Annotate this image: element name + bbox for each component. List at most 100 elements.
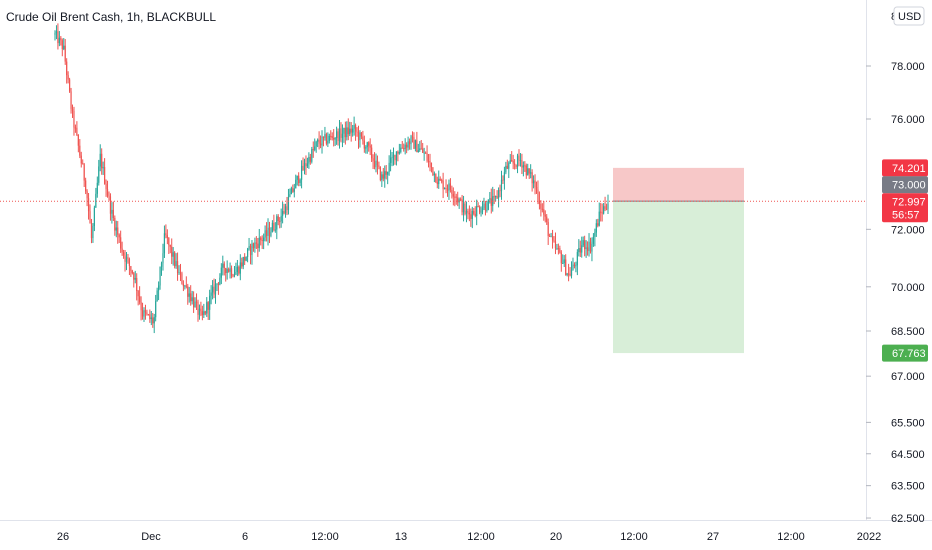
candle [98,166,100,183]
candle [257,243,259,249]
candle [104,167,106,184]
candle [181,273,183,284]
candle [366,142,368,148]
candle [480,211,482,213]
candle [273,222,275,230]
candle [280,215,282,222]
candle [365,147,367,149]
candle [182,283,185,287]
candle [378,165,380,167]
candle [303,163,306,171]
candle [391,157,393,159]
candle [381,174,383,180]
time-tick-label: 2022 [857,531,881,543]
candle [319,143,322,146]
candle [176,261,179,273]
candle [397,151,399,154]
candle [220,267,222,278]
candle [429,160,431,163]
candle [486,209,488,211]
candle [392,154,395,158]
time-tick-label: 13 [395,531,407,543]
candle [538,200,541,204]
candle [500,179,503,192]
price-axis[interactable]: 78.000 76.000 72.000 70.000 68.500 67.000 65.5… [866,61,925,525]
candle [74,127,77,129]
candle [600,211,602,213]
candle [60,37,62,41]
candle [331,136,333,138]
candle [239,262,241,274]
candle [82,163,84,165]
time-tick-label: Dec [141,531,161,543]
candle [544,214,546,217]
candle [433,173,435,176]
candle [439,178,441,181]
candle [70,91,72,109]
candle [509,160,511,164]
candle [184,285,186,287]
candle [143,310,145,317]
candle [603,206,605,214]
candle [575,265,577,267]
entry-price: 73.000 [892,179,926,191]
candle [190,293,192,302]
price-tick-label: 65.500 [891,417,925,429]
candle [300,165,303,180]
candle [179,272,182,274]
candle [157,285,160,291]
candle [452,193,454,197]
candle [576,252,578,266]
candle [223,263,225,269]
take-profit-zone[interactable] [613,201,744,354]
candle [464,203,466,214]
candle [346,127,348,138]
candle [80,155,82,164]
candle [584,240,586,250]
candle [233,274,236,277]
candle [549,235,551,237]
candle [465,210,468,214]
candle [565,259,567,275]
time-axis[interactable]: 26 Dec 6 12:00 13 12:00 20 12:00 27 12:00 2022 [57,531,881,543]
candle [601,212,603,214]
candle [484,203,487,211]
candle [425,152,427,154]
candle [411,136,414,138]
candle [73,110,75,128]
candle [299,179,301,183]
price-tick-label: 62.500 [891,513,925,525]
candle [226,269,228,273]
candle [490,198,492,206]
candle [308,156,310,164]
candle [276,216,278,230]
candle [493,196,495,198]
candle [497,190,500,199]
candle [334,138,336,140]
candle [468,212,470,215]
stop-loss-zone[interactable] [613,167,744,202]
candle [560,252,562,264]
candle [562,263,564,265]
candle [277,216,279,221]
candle [295,179,297,189]
candle [312,149,314,151]
candle [324,134,326,138]
candle [61,40,63,50]
candle [284,206,287,214]
candle [244,256,246,261]
candle [467,210,469,213]
currency-selector[interactable]: USD [893,6,925,26]
candle [217,283,220,285]
candle [406,144,408,148]
candle [287,196,290,211]
candle [327,140,329,144]
candle [451,189,453,194]
candle [572,264,574,270]
candle [379,166,381,180]
candle [516,155,519,168]
price-tick-label: 70.000 [891,282,925,294]
short-position-tool[interactable] [613,167,744,354]
candle [102,167,104,169]
